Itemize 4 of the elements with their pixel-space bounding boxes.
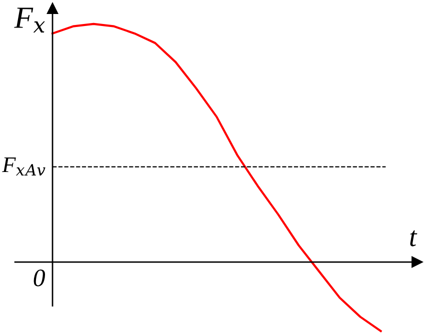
x-axis-title: t	[410, 230, 418, 246]
text: 0	[34, 269, 46, 286]
y-axis-title: F$_{x}$	[14, 8, 45, 33]
ref-line-label: F$_{xAv}$	[2, 157, 46, 176]
